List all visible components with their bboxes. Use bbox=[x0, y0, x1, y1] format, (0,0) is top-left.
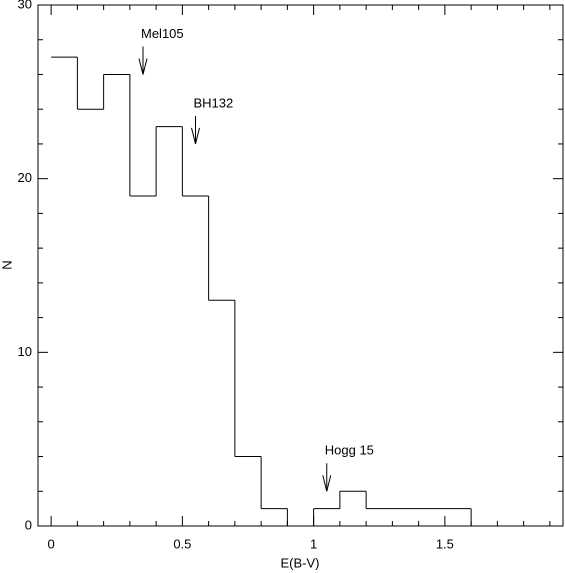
annotation-label: Mel105 bbox=[141, 26, 184, 41]
x-axis-label: E(B-V) bbox=[281, 555, 320, 570]
annotation-label: Hogg 15 bbox=[325, 443, 374, 458]
arrow-head bbox=[138, 58, 148, 75]
annotation-label: BH132 bbox=[194, 95, 234, 110]
y-tick-label: 30 bbox=[18, 0, 32, 11]
arrow-head bbox=[322, 475, 332, 492]
arrow-head bbox=[191, 127, 200, 145]
x-tick-label: 0.5 bbox=[173, 536, 191, 551]
x-tick-label: 1 bbox=[310, 536, 317, 551]
x-tick-label: 1.5 bbox=[436, 536, 454, 551]
y-tick-label: 10 bbox=[18, 344, 32, 359]
y-tick-label: 20 bbox=[18, 170, 32, 185]
x-tick-label: 0 bbox=[48, 536, 55, 551]
y-tick-label: 0 bbox=[25, 517, 32, 532]
y-axis-label: N bbox=[0, 260, 14, 269]
plot-frame bbox=[37, 4, 564, 527]
